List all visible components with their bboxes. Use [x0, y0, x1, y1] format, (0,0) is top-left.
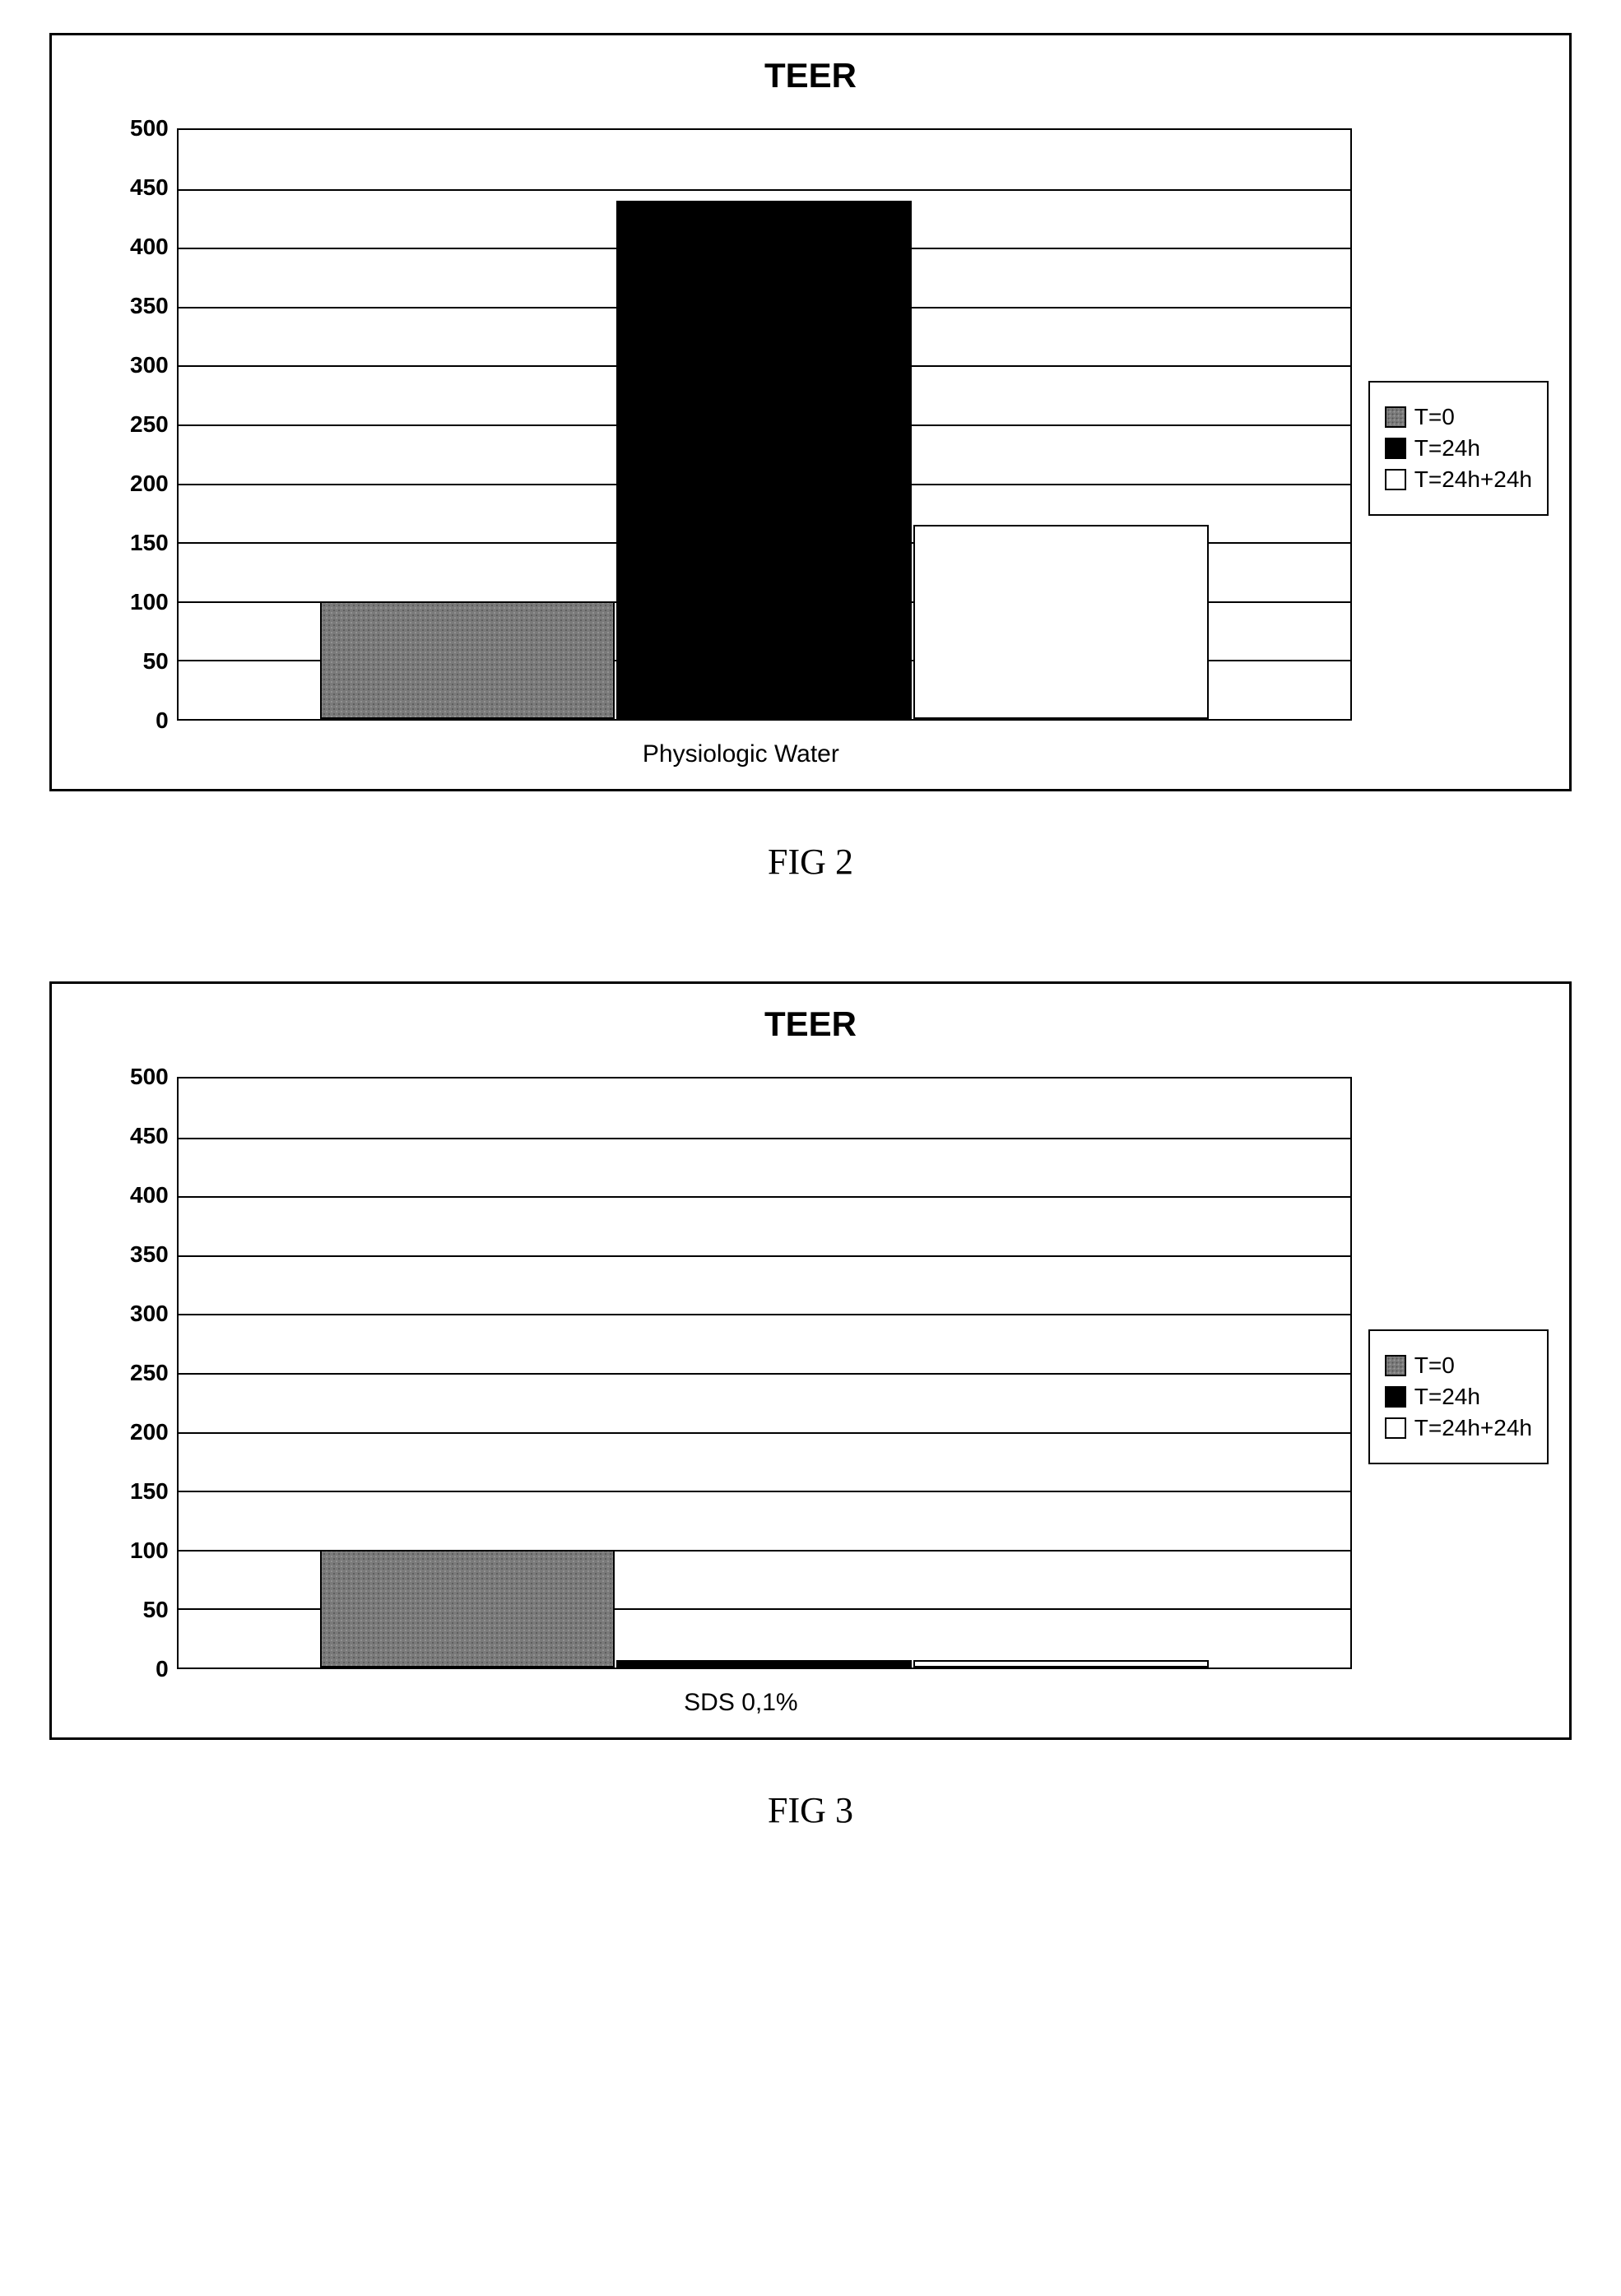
bars-group	[179, 130, 1350, 719]
legend-swatch	[1385, 1355, 1406, 1376]
figure-block: TEER % compared to the control T=O 50045…	[49, 981, 1572, 1831]
bar-t24h24h	[913, 1660, 1209, 1667]
plot-row: 500450400350300250200150100500	[130, 1077, 1352, 1669]
figure-block: TEER % compared to the control T=O 50045…	[49, 33, 1572, 883]
chart-frame: TEER % compared to the control T=O 50045…	[49, 33, 1572, 791]
legend-swatch	[1385, 1386, 1406, 1408]
legend-label: T=24h+24h	[1414, 466, 1532, 493]
plot-area	[177, 128, 1352, 721]
legend-item: T=24h+24h	[1385, 1415, 1532, 1441]
legend-swatch	[1385, 438, 1406, 459]
legend: T=0 T=24h T=24h+24h	[1368, 381, 1549, 516]
legend-swatch	[1385, 469, 1406, 490]
legend-label: T=0	[1414, 404, 1455, 430]
bar-t0	[320, 1550, 615, 1667]
legend-label: T=24h+24h	[1414, 1415, 1532, 1441]
chart-frame: TEER % compared to the control T=O 50045…	[49, 981, 1572, 1740]
legend-swatch	[1385, 1417, 1406, 1439]
legend: T=0 T=24h T=24h+24h	[1368, 1329, 1549, 1464]
plot-column: 500450400350300250200150100500 SDS 0,1%	[130, 1077, 1352, 1717]
y-ticks: 500450400350300250200150100500	[130, 128, 177, 721]
plot-area	[177, 1077, 1352, 1669]
y-ticks: 500450400350300250200150100500	[130, 1077, 177, 1669]
legend-label: T=24h	[1414, 1384, 1480, 1410]
legend-item: T=24h	[1385, 435, 1532, 462]
legend-item: T=24h	[1385, 1384, 1532, 1410]
legend-label: T=24h	[1414, 435, 1480, 462]
chart-title: TEER	[72, 56, 1549, 95]
bar-t0	[320, 601, 615, 719]
bars-group	[179, 1078, 1350, 1667]
figure-caption: FIG 3	[49, 1789, 1572, 1831]
chart-container: % compared to the control T=O 5004504003…	[72, 128, 1549, 768]
bar-t24h	[616, 1660, 912, 1667]
plot-column: 500450400350300250200150100500 Physiolog…	[130, 128, 1352, 768]
figure-caption: FIG 2	[49, 841, 1572, 883]
y-label-container: % compared to the control T=O	[72, 434, 114, 462]
legend-item: T=0	[1385, 404, 1532, 430]
legend-item: T=0	[1385, 1352, 1532, 1379]
x-axis-label: SDS 0,1%	[130, 1689, 1352, 1717]
bar-t24h	[616, 201, 912, 719]
plot-row: 500450400350300250200150100500	[130, 128, 1352, 721]
x-axis-label: Physiologic Water	[130, 740, 1352, 768]
legend-label: T=0	[1414, 1352, 1455, 1379]
legend-item: T=24h+24h	[1385, 466, 1532, 493]
legend-swatch	[1385, 406, 1406, 428]
bar-t24h24h	[913, 525, 1209, 719]
chart-container: % compared to the control T=O 5004504003…	[72, 1077, 1549, 1717]
y-label-container: % compared to the control T=O	[72, 1383, 114, 1411]
chart-title: TEER	[72, 1004, 1549, 1044]
